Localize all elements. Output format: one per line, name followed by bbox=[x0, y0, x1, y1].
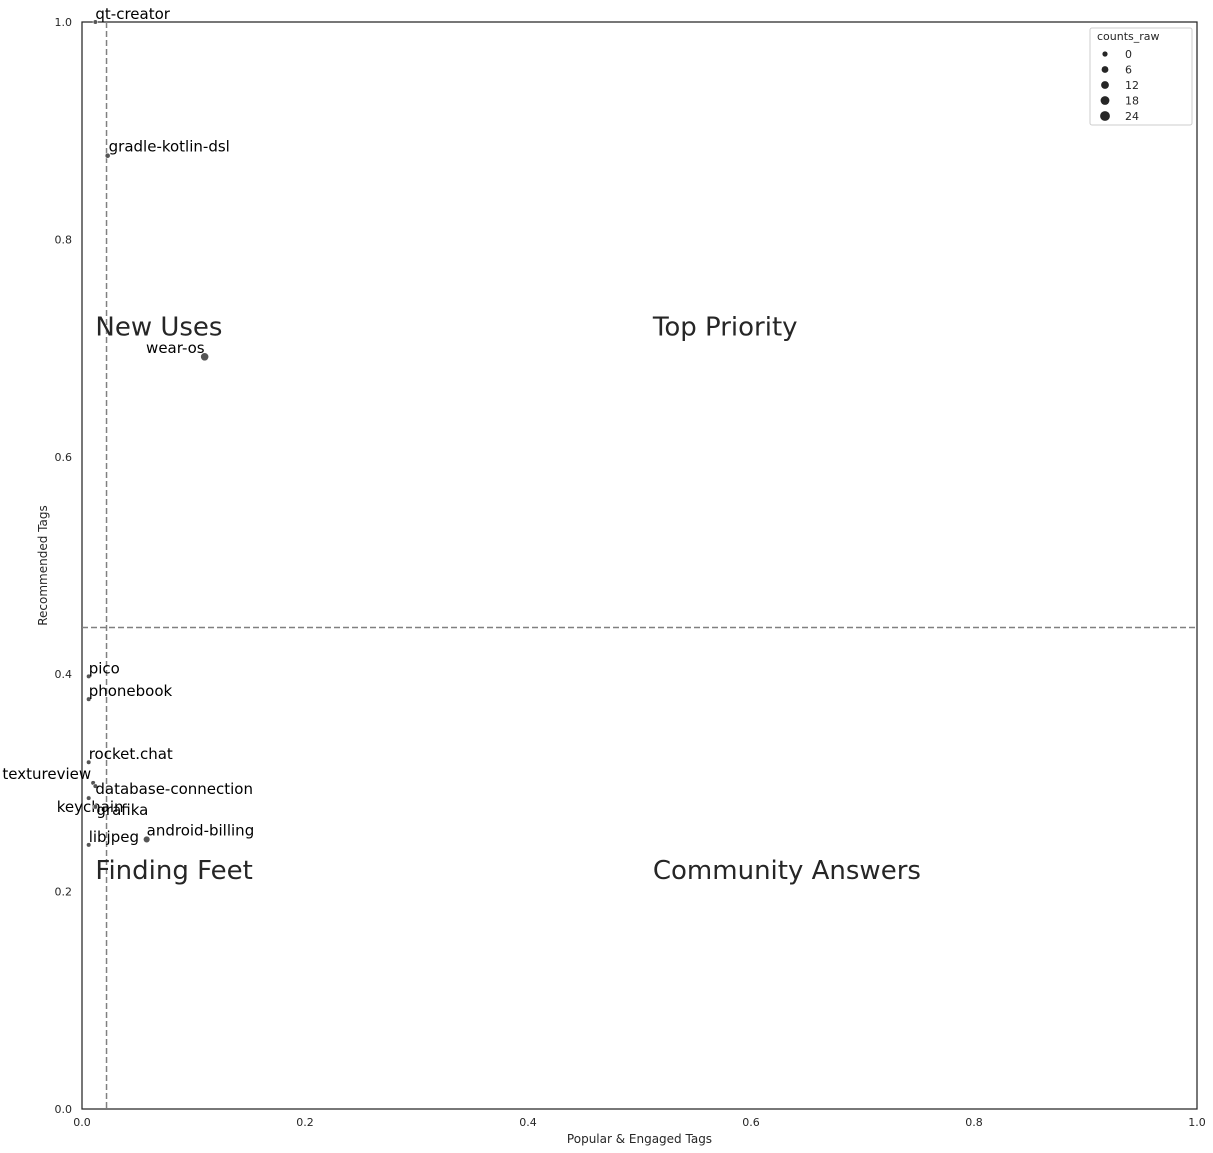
data-point bbox=[143, 835, 151, 844]
data-point bbox=[86, 759, 92, 765]
y-tick-label: 0.6 bbox=[55, 451, 73, 464]
legend-entry-label: 0 bbox=[1125, 48, 1132, 61]
point-label: wear-os bbox=[146, 339, 205, 357]
legend-title: counts_raw bbox=[1097, 30, 1160, 43]
y-tick-label: 0.2 bbox=[55, 886, 73, 899]
quadrant-label: Top Priority bbox=[652, 312, 798, 342]
data-point bbox=[86, 696, 92, 702]
quadrant-label: Finding Feet bbox=[95, 856, 252, 886]
legend-marker bbox=[1100, 96, 1110, 105]
y-tick-label: 0.8 bbox=[55, 233, 73, 246]
quadrant-label: Community Answers bbox=[653, 856, 921, 886]
x-tick-label: 0.8 bbox=[965, 1116, 983, 1129]
x-tick-label: 1.0 bbox=[1188, 1116, 1206, 1129]
data-point bbox=[86, 795, 92, 801]
legend-entry-label: 6 bbox=[1125, 64, 1132, 77]
legend-entry-label: 24 bbox=[1125, 110, 1139, 123]
y-tick-label: 1.0 bbox=[55, 16, 73, 29]
point-label: libjpeg bbox=[89, 828, 139, 846]
point-label: phonebook bbox=[89, 682, 173, 700]
x-tick-label: 0.0 bbox=[73, 1116, 91, 1129]
x-axis-label: Popular & Engaged Tags bbox=[567, 1132, 712, 1146]
legend-marker bbox=[1102, 51, 1108, 57]
legend-box bbox=[1089, 27, 1193, 126]
point-label: gradle-kotlin-dsl bbox=[109, 138, 230, 156]
data-point bbox=[200, 352, 210, 362]
legend-entry-label: 12 bbox=[1125, 79, 1139, 92]
legend-marker bbox=[1101, 81, 1109, 89]
point-label: textureview bbox=[2, 765, 91, 783]
x-tick-label: 0.2 bbox=[296, 1116, 314, 1129]
data-point bbox=[92, 783, 98, 789]
y-tick-label: 0.0 bbox=[55, 1103, 73, 1116]
data-point bbox=[92, 19, 98, 25]
point-label: keychain bbox=[57, 798, 124, 816]
y-tick-label: 0.4 bbox=[55, 668, 73, 681]
point-label: qt-creator bbox=[95, 5, 170, 23]
legend-entry-label: 18 bbox=[1125, 95, 1139, 108]
point-label: rocket.chat bbox=[89, 745, 173, 763]
x-tick-label: 0.4 bbox=[519, 1116, 537, 1129]
x-tick-label: 0.6 bbox=[742, 1116, 760, 1129]
legend-marker bbox=[1101, 66, 1109, 73]
data-point bbox=[92, 804, 98, 810]
quadrant-label: New Uses bbox=[95, 312, 222, 342]
point-label: android-billing bbox=[147, 821, 255, 839]
plot-area: 0.0 0.2 0.4 0.6 0.8 1.0 0.0 0.2 0.4 0.6 0.8 1.0 Popu… bbox=[2, 5, 1205, 1146]
y-axis-label: Recommended Tags bbox=[36, 505, 50, 626]
legend-marker bbox=[1100, 111, 1110, 121]
point-label: database-connection bbox=[95, 780, 253, 798]
data-point bbox=[86, 842, 92, 848]
point-label: grafika bbox=[96, 801, 148, 819]
legend: counts_raw 0 6 12 18 24 bbox=[1089, 27, 1193, 126]
data-point bbox=[104, 152, 111, 159]
point-label: pico bbox=[89, 659, 120, 677]
data-point bbox=[86, 673, 92, 679]
axes-frame bbox=[81, 21, 1198, 1110]
